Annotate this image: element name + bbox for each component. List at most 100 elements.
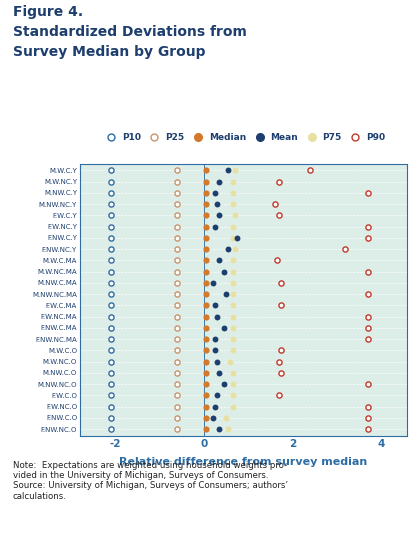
- Point: [174, 199, 181, 208]
- Point: [174, 166, 181, 174]
- Text: Figure 4.: Figure 4.: [13, 5, 83, 20]
- Point: [271, 199, 278, 208]
- Point: [229, 391, 236, 400]
- Point: [108, 324, 114, 332]
- Point: [202, 346, 209, 355]
- X-axis label: Relative difference from survey median: Relative difference from survey median: [119, 457, 368, 467]
- Point: [209, 278, 216, 287]
- Point: [216, 256, 223, 265]
- Point: [108, 267, 114, 276]
- Point: [216, 425, 223, 434]
- Point: [229, 199, 236, 208]
- Point: [108, 256, 114, 265]
- Point: [174, 380, 181, 389]
- Point: [202, 177, 209, 186]
- Text: Note:  Expectations are weighted using household weights pro-
vided in the Unive: Note: Expectations are weighted using ho…: [13, 461, 288, 501]
- Point: [211, 402, 218, 411]
- Point: [229, 402, 236, 411]
- Point: [174, 245, 181, 253]
- Point: [174, 312, 181, 321]
- Point: [202, 358, 209, 366]
- Point: [278, 278, 285, 287]
- Point: [108, 402, 114, 411]
- Point: [229, 222, 236, 231]
- Point: [364, 414, 371, 422]
- Point: [231, 245, 238, 253]
- Point: [214, 199, 220, 208]
- Point: [364, 233, 371, 242]
- Point: [108, 425, 114, 434]
- Point: [229, 233, 236, 242]
- Point: [174, 189, 181, 197]
- Point: [276, 177, 282, 186]
- Point: [364, 267, 371, 276]
- Point: [174, 358, 181, 366]
- Point: [174, 222, 181, 231]
- Point: [211, 335, 218, 343]
- Point: [108, 312, 114, 321]
- Point: [202, 267, 209, 276]
- Point: [174, 425, 181, 434]
- Point: [202, 290, 209, 299]
- Point: [108, 177, 114, 186]
- Point: [229, 301, 236, 310]
- Point: [202, 301, 209, 310]
- Point: [225, 245, 231, 253]
- Point: [229, 312, 236, 321]
- Point: [108, 301, 114, 310]
- Point: [229, 346, 236, 355]
- Point: [108, 233, 114, 242]
- Point: [211, 189, 218, 197]
- Point: [220, 267, 227, 276]
- Point: [108, 368, 114, 377]
- Point: [364, 189, 371, 197]
- Point: [108, 245, 114, 253]
- Point: [202, 414, 209, 422]
- Point: [278, 346, 285, 355]
- Point: [227, 358, 234, 366]
- Point: [220, 380, 227, 389]
- Point: [229, 267, 236, 276]
- Point: [202, 380, 209, 389]
- Point: [276, 358, 282, 366]
- Point: [202, 256, 209, 265]
- Point: [108, 380, 114, 389]
- Point: [174, 267, 181, 276]
- Point: [174, 177, 181, 186]
- Point: [211, 301, 218, 310]
- Point: [108, 211, 114, 220]
- Point: [211, 346, 218, 355]
- Point: [202, 211, 209, 220]
- Point: [278, 368, 285, 377]
- Point: [202, 324, 209, 332]
- Text: Standardized Deviations from: Standardized Deviations from: [13, 25, 247, 39]
- Point: [276, 211, 282, 220]
- Point: [174, 290, 181, 299]
- Point: [364, 324, 371, 332]
- Point: [108, 222, 114, 231]
- Point: [273, 256, 280, 265]
- Point: [229, 368, 236, 377]
- Point: [229, 324, 236, 332]
- Point: [223, 414, 229, 422]
- Point: [202, 312, 209, 321]
- Point: [278, 301, 285, 310]
- Point: [174, 335, 181, 343]
- Point: [174, 324, 181, 332]
- Point: [234, 233, 240, 242]
- Point: [229, 177, 236, 186]
- Point: [229, 290, 236, 299]
- Point: [202, 402, 209, 411]
- Point: [214, 312, 220, 321]
- Point: [276, 391, 282, 400]
- Point: [364, 380, 371, 389]
- Point: [342, 245, 349, 253]
- Point: [364, 425, 371, 434]
- Point: [307, 166, 313, 174]
- Point: [216, 177, 223, 186]
- Point: [225, 166, 231, 174]
- Point: [174, 211, 181, 220]
- Point: [202, 278, 209, 287]
- Point: [223, 290, 229, 299]
- Legend: P10, P25, Median, Mean, P75, P90: P10, P25, Median, Mean, P75, P90: [98, 130, 389, 146]
